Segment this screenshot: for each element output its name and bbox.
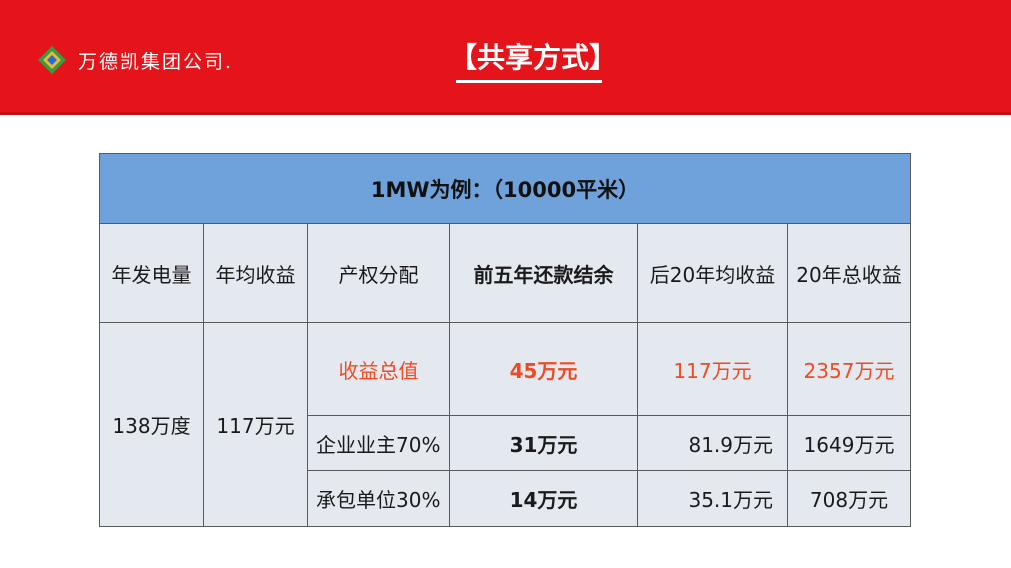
col-header-first-five-years: 前五年还款结余 — [449, 223, 638, 323]
page-title: 【共享方式】 — [449, 41, 618, 74]
title-underline — [456, 80, 602, 83]
header-bar — [0, 0, 1011, 113]
row-label-total: 收益总值 — [307, 322, 450, 416]
cell-total-owner: 1649万元 — [787, 415, 911, 471]
company-name: 万德凯集团公司. — [78, 51, 234, 73]
cell-later-avg-contractor: 35.1万元 — [637, 470, 788, 527]
col-header-later-20-avg: 后20年均收益 — [637, 223, 788, 323]
cell-first-five-owner: 31万元 — [449, 415, 638, 471]
cell-grand-total: 2357万元 — [787, 322, 911, 416]
cell-first-five-total: 45万元 — [449, 322, 638, 416]
annual-generation-value: 138万度 — [99, 322, 204, 527]
table-banner: 1MW为例：（10000平米） — [99, 153, 911, 224]
cell-later-avg-owner: 81.9万元 — [637, 415, 788, 471]
revenue-sharing-table: 1MW为例：（10000平米） 年发电量 年均收益 产权分配 前五年还款结余 后… — [99, 153, 911, 527]
cell-total-contractor: 708万元 — [787, 470, 911, 527]
col-header-ownership: 产权分配 — [307, 223, 450, 323]
company-logo-icon — [38, 46, 66, 74]
row-label-contractor: 承包单位30% — [307, 470, 450, 527]
annual-income-value: 117万元 — [203, 322, 308, 527]
col-header-annual-income: 年均收益 — [203, 223, 308, 323]
header-divider — [0, 112, 1011, 115]
cell-later-avg-total: 117万元 — [637, 322, 788, 416]
cell-first-five-contractor: 14万元 — [449, 470, 638, 527]
col-header-20-year-total: 20年总收益 — [787, 223, 911, 323]
col-header-annual-generation: 年发电量 — [99, 223, 204, 323]
row-label-owner: 企业业主70% — [307, 415, 450, 471]
